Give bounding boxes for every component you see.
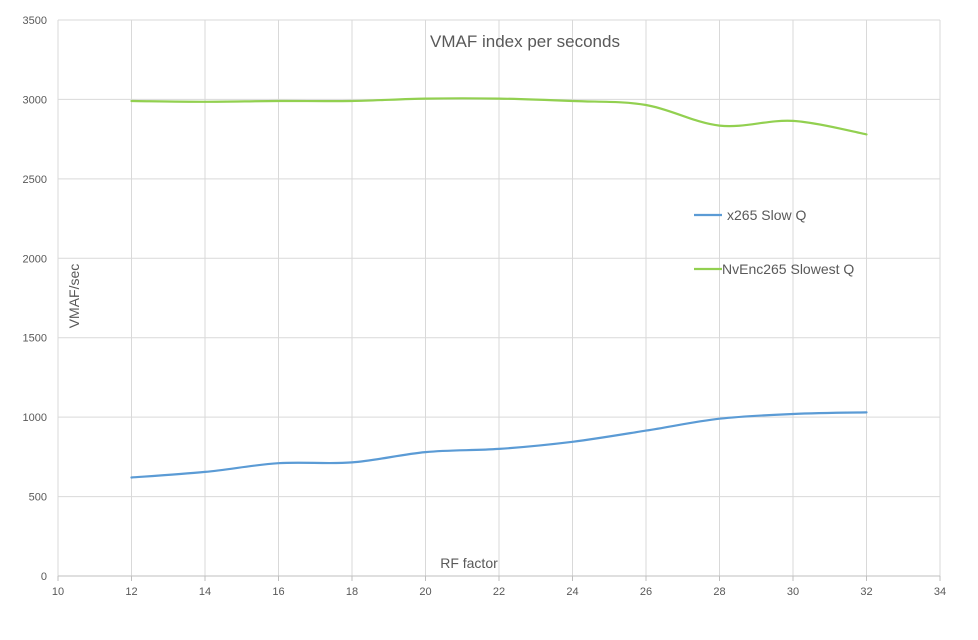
data-point-x265-slow-q: [277, 462, 279, 464]
data-point-x265-slow-q: [204, 471, 206, 473]
data-point-nvenc265-slowest-q: [645, 104, 647, 106]
x-tick-label: 16: [272, 586, 284, 598]
y-tick-label: 1000: [23, 412, 47, 424]
grid: [57, 19, 941, 577]
y-tick-label: 1500: [23, 333, 47, 345]
x-tick-label: 28: [713, 586, 725, 598]
data-point-x265-slow-q: [424, 451, 426, 453]
legend-label: NvEnc265 Slowest Q: [722, 261, 854, 277]
y-tick-label: 3000: [23, 94, 47, 106]
legend-label: x265 Slow Q: [727, 207, 806, 223]
x-tick-label: 26: [640, 586, 652, 598]
data-point-x265-slow-q: [865, 411, 867, 413]
data-point-x265-slow-q: [571, 441, 573, 443]
y-axis-title: VMAF/sec: [66, 264, 82, 329]
data-point-nvenc265-slowest-q: [865, 133, 867, 135]
data-point-x265-slow-q: [718, 418, 720, 420]
y-tick-label: 500: [29, 492, 47, 504]
legend: x265 Slow Q NvEnc265 Slowest Q: [694, 207, 854, 277]
x-tick-label: 10: [52, 586, 64, 598]
x-tick-label: 32: [860, 586, 872, 598]
data-point-x265-slow-q: [351, 461, 353, 463]
series-lines: [130, 97, 868, 479]
series-line-nvenc265-slowest-q: [130, 97, 868, 136]
x-tick-label: 12: [125, 586, 137, 598]
data-point-nvenc265-slowest-q: [351, 100, 353, 102]
data-point-nvenc265-slowest-q: [204, 101, 206, 103]
x-tick-label: 30: [787, 586, 799, 598]
series-line-x265-slow-q: [130, 411, 868, 479]
data-point-nvenc265-slowest-q: [571, 100, 573, 102]
y-tick-label: 0: [41, 571, 47, 583]
data-point-nvenc265-slowest-q: [424, 97, 426, 99]
data-point-nvenc265-slowest-q: [792, 120, 794, 122]
data-point-nvenc265-slowest-q: [498, 97, 500, 99]
data-point-x265-slow-q: [130, 476, 132, 478]
x-tick-label: 22: [493, 586, 505, 598]
data-point-nvenc265-slowest-q: [718, 124, 720, 126]
x-tick-label: 18: [346, 586, 358, 598]
data-point-x265-slow-q: [792, 413, 794, 415]
y-tick-label: 2000: [23, 253, 47, 265]
x-tick-label: 20: [419, 586, 431, 598]
y-tick-label: 2500: [23, 174, 47, 186]
data-point-nvenc265-slowest-q: [130, 100, 132, 102]
data-point-nvenc265-slowest-q: [277, 100, 279, 102]
x-tick-label: 14: [199, 586, 211, 598]
data-point-x265-slow-q: [645, 429, 647, 431]
data-point-x265-slow-q: [498, 448, 500, 450]
x-axis-title: RF factor: [440, 555, 498, 571]
x-tick-label: 24: [566, 586, 578, 598]
x-tick-label: 34: [934, 586, 946, 598]
y-tick-label: 3500: [23, 15, 47, 27]
chart-title: VMAF index per seconds: [430, 32, 620, 51]
axes: 10 12 14 16 18 20 22 24 26 28 30 32 34 0 500 1000 1500 20…: [23, 15, 947, 598]
